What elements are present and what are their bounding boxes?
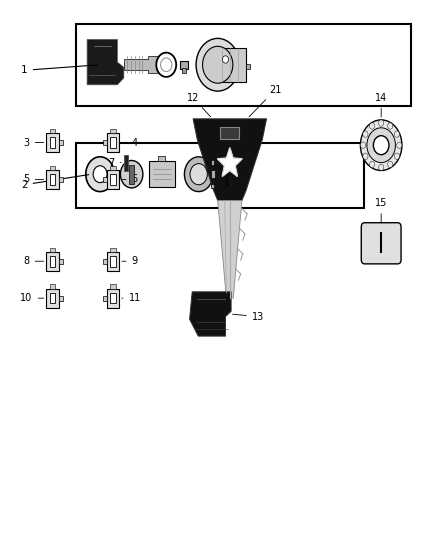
Text: 15: 15 <box>375 198 387 223</box>
Bar <box>107 252 119 271</box>
Bar <box>124 155 128 171</box>
Bar <box>107 289 119 308</box>
Circle shape <box>394 131 399 138</box>
Text: 9: 9 <box>122 256 138 266</box>
Polygon shape <box>190 292 231 336</box>
Bar <box>50 129 55 133</box>
Bar <box>46 170 59 189</box>
Text: 1: 1 <box>21 65 97 75</box>
Bar <box>59 140 63 145</box>
Bar <box>211 184 214 188</box>
Text: 8: 8 <box>24 256 44 266</box>
Bar <box>46 252 59 271</box>
Text: 13: 13 <box>233 312 264 321</box>
Text: 4: 4 <box>122 138 138 148</box>
Circle shape <box>388 161 393 167</box>
Circle shape <box>373 136 389 155</box>
Bar <box>46 133 59 152</box>
Circle shape <box>360 120 402 171</box>
Bar <box>182 68 186 72</box>
Bar <box>59 295 63 301</box>
Circle shape <box>86 157 114 191</box>
Bar <box>218 48 246 82</box>
Bar <box>50 174 55 185</box>
Text: 3: 3 <box>24 138 44 148</box>
Text: 6: 6 <box>122 174 138 184</box>
Circle shape <box>397 142 402 148</box>
Circle shape <box>394 153 399 159</box>
Text: 21: 21 <box>249 85 281 117</box>
Bar <box>211 170 215 179</box>
Bar <box>107 133 119 152</box>
Bar <box>50 138 55 148</box>
Polygon shape <box>218 200 242 298</box>
Bar <box>107 170 119 189</box>
Circle shape <box>370 161 374 167</box>
Polygon shape <box>124 56 159 72</box>
Polygon shape <box>149 161 175 188</box>
Circle shape <box>190 164 207 185</box>
FancyBboxPatch shape <box>361 223 401 264</box>
Circle shape <box>388 123 393 129</box>
Circle shape <box>184 157 213 191</box>
Bar <box>76 24 411 106</box>
Bar <box>220 127 239 139</box>
Text: 5: 5 <box>24 174 44 184</box>
Circle shape <box>161 58 172 71</box>
Text: 11: 11 <box>122 293 141 303</box>
Bar <box>110 174 116 185</box>
Circle shape <box>93 166 107 183</box>
Bar <box>102 295 107 301</box>
Bar <box>110 166 116 170</box>
Text: 7: 7 <box>109 158 121 167</box>
Bar <box>180 61 188 69</box>
Circle shape <box>370 123 374 129</box>
Bar <box>59 259 63 264</box>
Bar <box>102 259 107 264</box>
Text: 14: 14 <box>375 93 387 117</box>
Bar <box>50 293 55 303</box>
Text: 10: 10 <box>21 293 44 303</box>
Bar <box>110 256 116 266</box>
Bar <box>76 142 364 208</box>
Bar <box>110 138 116 148</box>
Circle shape <box>120 160 143 188</box>
Text: 2: 2 <box>21 175 88 190</box>
Circle shape <box>360 142 366 148</box>
Circle shape <box>156 53 176 77</box>
Circle shape <box>196 38 239 91</box>
Bar <box>102 140 107 145</box>
Polygon shape <box>218 148 242 176</box>
Bar <box>246 64 250 69</box>
Polygon shape <box>87 39 124 85</box>
Circle shape <box>223 56 229 63</box>
Bar <box>211 160 214 165</box>
Bar <box>50 285 55 289</box>
Bar <box>50 166 55 170</box>
Bar <box>130 165 134 184</box>
Polygon shape <box>193 119 267 200</box>
Bar <box>50 247 55 252</box>
Bar <box>50 256 55 266</box>
Circle shape <box>363 131 368 138</box>
Bar <box>46 289 59 308</box>
Bar <box>159 156 166 161</box>
Bar <box>102 177 107 182</box>
Bar <box>110 285 116 289</box>
Bar <box>110 247 116 252</box>
Bar <box>110 129 116 133</box>
Circle shape <box>367 128 396 163</box>
Circle shape <box>378 120 384 126</box>
Circle shape <box>202 46 233 83</box>
Circle shape <box>363 153 368 159</box>
Bar <box>59 177 63 182</box>
Bar <box>110 293 116 303</box>
Text: 12: 12 <box>187 93 211 117</box>
Circle shape <box>378 164 384 171</box>
